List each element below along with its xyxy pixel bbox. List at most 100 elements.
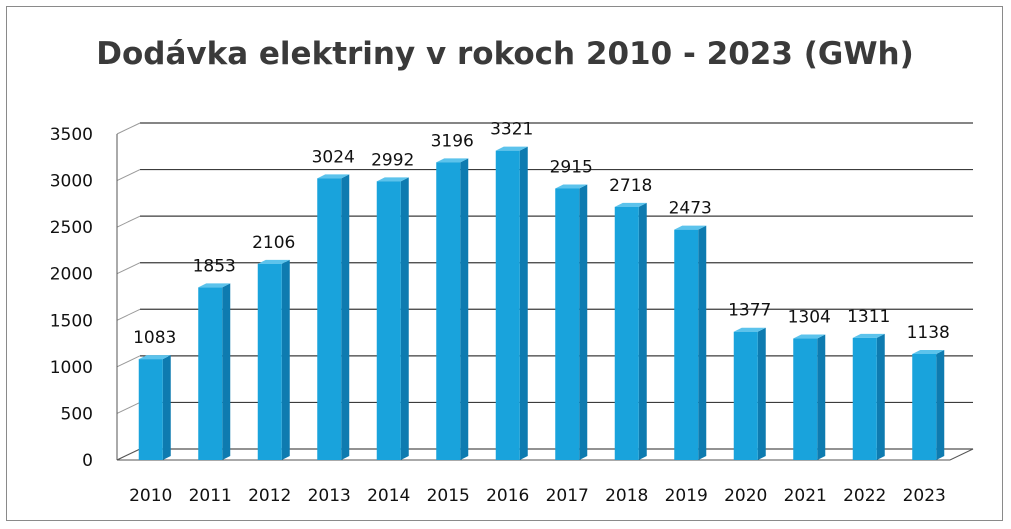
bar-side <box>876 333 885 460</box>
gridline-depth <box>116 262 141 275</box>
bar-front <box>138 359 163 460</box>
bar-2022 <box>852 333 885 460</box>
x-tick-label: 2010 <box>129 486 172 506</box>
chart-title: Dodávka elektriny v rokoch 2010 - 2023 (… <box>96 36 914 72</box>
bar-top <box>376 177 409 182</box>
bar-top <box>733 327 766 332</box>
gridline-depth <box>116 355 141 368</box>
data-label: 1083 <box>133 328 176 348</box>
bar-front <box>674 229 699 460</box>
bar-front <box>198 287 223 460</box>
data-label: 1377 <box>728 301 771 321</box>
bar-2018 <box>614 202 647 460</box>
bar-top <box>555 184 588 189</box>
gridline-depth <box>116 308 141 321</box>
bar-side <box>638 202 647 460</box>
bar-side <box>400 177 409 460</box>
bar-front <box>376 181 401 460</box>
bar-2019 <box>674 225 707 460</box>
bar-top <box>317 174 350 179</box>
x-tick-label: 2013 <box>308 486 351 506</box>
x-tick-label: 2014 <box>367 486 410 506</box>
bar-2023 <box>912 350 945 460</box>
y-axis: 0 500 1000 1500 2000 2500 3000 3500 <box>50 125 93 471</box>
data-label: 1138 <box>907 323 950 343</box>
data-label: 2106 <box>252 233 295 253</box>
bar-top <box>852 333 885 338</box>
bar-top <box>912 350 945 355</box>
data-label: 1853 <box>193 256 236 276</box>
bar-front <box>614 206 639 460</box>
bar-2015 <box>436 158 469 460</box>
x-tick-label: 2018 <box>605 486 648 506</box>
y-tick-label: 3000 <box>50 172 93 192</box>
bar-2012 <box>257 259 290 460</box>
data-label: 3024 <box>312 147 355 167</box>
x-tick-label: 2020 <box>724 486 767 506</box>
bar-front <box>495 150 520 460</box>
chart-floor <box>116 448 974 461</box>
bars <box>138 146 945 460</box>
x-tick-label: 2016 <box>486 486 529 506</box>
bar-side <box>698 225 707 460</box>
gridline-depth <box>116 215 141 228</box>
bar-2011 <box>198 283 231 460</box>
bar-top <box>257 259 290 264</box>
bar-front <box>912 354 937 460</box>
bar-top <box>674 225 707 230</box>
gridline-depth <box>116 401 141 414</box>
bar-side <box>162 355 171 460</box>
bar-side <box>757 327 766 460</box>
x-tick-label: 2017 <box>546 486 589 506</box>
bar-front <box>317 178 342 460</box>
x-tick-label: 2019 <box>665 486 708 506</box>
x-tick-label: 2021 <box>784 486 827 506</box>
bar-side <box>519 146 528 460</box>
bar-2021 <box>793 334 826 460</box>
bar-2020 <box>733 327 766 460</box>
data-label: 3321 <box>490 120 533 140</box>
gridlines <box>116 122 974 461</box>
bar-front <box>436 162 461 460</box>
bar-side <box>222 283 231 460</box>
gridline-depth <box>116 169 141 182</box>
data-label: 2473 <box>669 199 712 219</box>
bar-front <box>793 338 818 460</box>
y-tick-label: 500 <box>61 404 93 424</box>
x-axis: 2010 2011 2012 2013 2014 2015 2016 2017 2018 2019… <box>129 486 946 506</box>
y-tick-label: 3500 <box>50 125 93 145</box>
y-tick-label: 1500 <box>50 311 93 331</box>
x-tick-label: 2012 <box>248 486 291 506</box>
bar-top <box>793 334 826 339</box>
bar-top <box>614 202 647 207</box>
data-label: 1311 <box>847 307 890 327</box>
bar-front <box>257 263 282 460</box>
bar-2016 <box>495 146 528 460</box>
bar-2013 <box>317 174 350 460</box>
bar-side <box>936 350 945 460</box>
x-tick-label: 2011 <box>189 486 232 506</box>
data-label: 2915 <box>550 157 593 177</box>
y-tick-label: 2000 <box>50 265 93 285</box>
gridline-depth <box>116 122 141 135</box>
bar-front <box>733 331 758 460</box>
data-label: 3196 <box>431 131 474 151</box>
bar-top <box>495 146 528 151</box>
bar-side <box>281 259 290 460</box>
data-label: 1304 <box>788 308 831 328</box>
data-label: 2992 <box>371 150 414 170</box>
y-tick-label: 0 <box>82 451 93 471</box>
x-tick-label: 2022 <box>843 486 886 506</box>
data-label: 2718 <box>609 176 652 196</box>
bar-side <box>817 334 826 460</box>
bar-front <box>555 188 580 460</box>
bar-side <box>579 184 588 460</box>
y-tick-label: 2500 <box>50 218 93 238</box>
data-labels: 1083 1853 2106 3024 2992 3196 3321 2915 2718 2473… <box>133 120 950 348</box>
bar-2017 <box>555 184 588 460</box>
bar-top <box>198 283 231 288</box>
bar-2010 <box>138 355 171 460</box>
x-tick-label: 2023 <box>903 486 946 506</box>
y-tick-label: 1000 <box>50 358 93 378</box>
